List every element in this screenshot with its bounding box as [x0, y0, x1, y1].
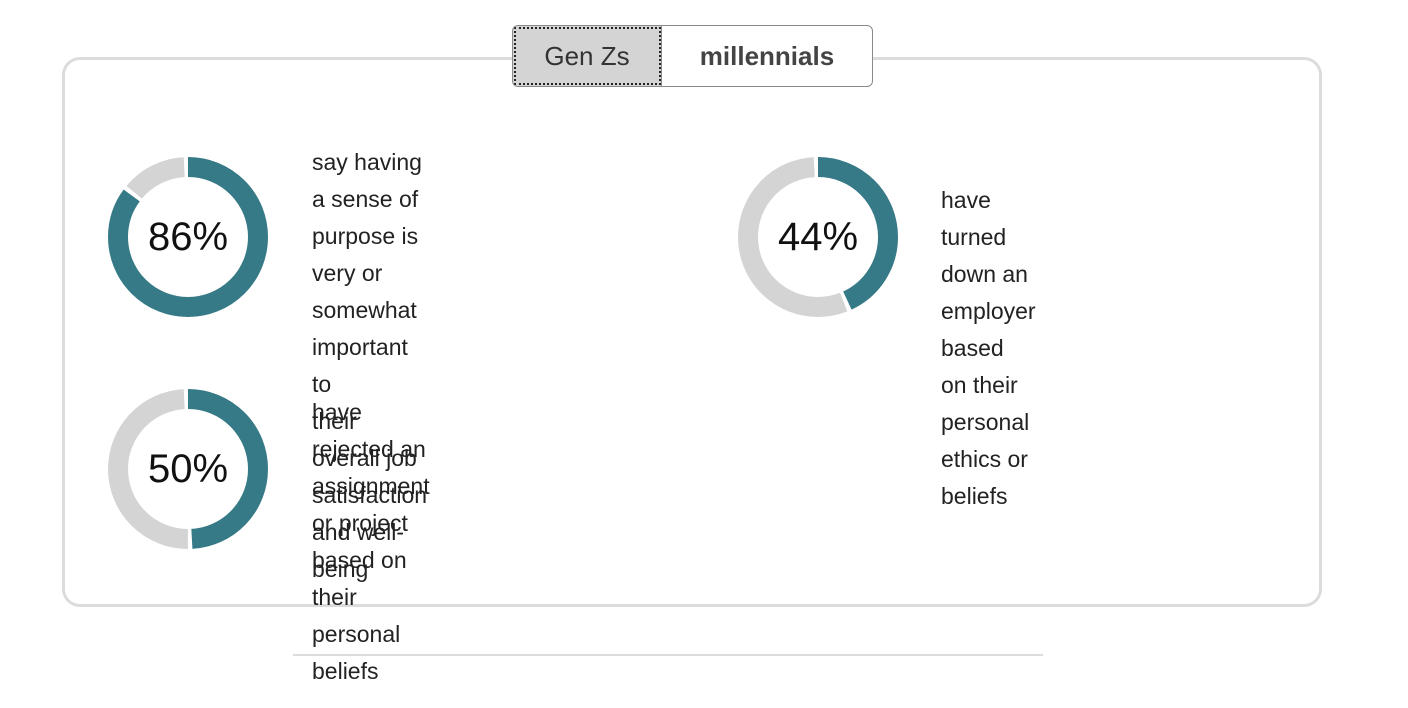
- tab-millennials[interactable]: millennials: [699, 40, 835, 71]
- stat-description-line: beliefs: [312, 658, 379, 684]
- stat-description: say having a sense of purpose is very or…: [312, 144, 427, 588]
- donut-chart: 44%: [736, 155, 900, 319]
- generation-toggle: Gen Zs millennials: [512, 25, 873, 87]
- donut-svg: [738, 157, 898, 317]
- stat-description-line: purpose is very or: [312, 223, 419, 286]
- donut-percent-label: 44%: [777, 214, 859, 259]
- donut-chart: 50%: [106, 387, 270, 551]
- stat-description-line: based on their personal: [312, 547, 407, 647]
- stat-description: have turned down an employer based on th…: [941, 182, 1036, 515]
- donut-fill: [738, 157, 898, 317]
- stat-description-line: say having a sense of: [312, 149, 422, 212]
- stat-description-line: somewhat important to: [312, 297, 417, 397]
- stat-description-line: personal ethics or beliefs: [941, 409, 1030, 509]
- donut-fill: [108, 389, 268, 549]
- stat-description-line: employer based on their: [941, 298, 1036, 398]
- donut-track: [738, 157, 898, 317]
- stat-description-line: and well-being: [312, 519, 405, 582]
- donut-svg: [108, 389, 268, 549]
- donut-svg: [108, 157, 268, 317]
- donut-track: [108, 389, 268, 549]
- stat-description-line: have turned down an: [941, 187, 1028, 287]
- section-divider: [293, 654, 1043, 656]
- stats-card: [62, 57, 1322, 607]
- tab-gen-zs[interactable]: Gen Zs: [513, 26, 662, 86]
- donut-percent-label: 86%: [147, 214, 229, 259]
- stat-description-line: have rejected an: [312, 399, 426, 462]
- stat-description: have rejected an assignment or project b…: [312, 394, 430, 690]
- stat-description-line: assignment or project: [312, 473, 430, 536]
- donut-percent-label: 50%: [147, 446, 229, 491]
- donut-chart: 86%: [106, 155, 270, 319]
- donut-fill: [108, 157, 268, 317]
- stat-description-line: their overall job satisfaction: [312, 408, 428, 508]
